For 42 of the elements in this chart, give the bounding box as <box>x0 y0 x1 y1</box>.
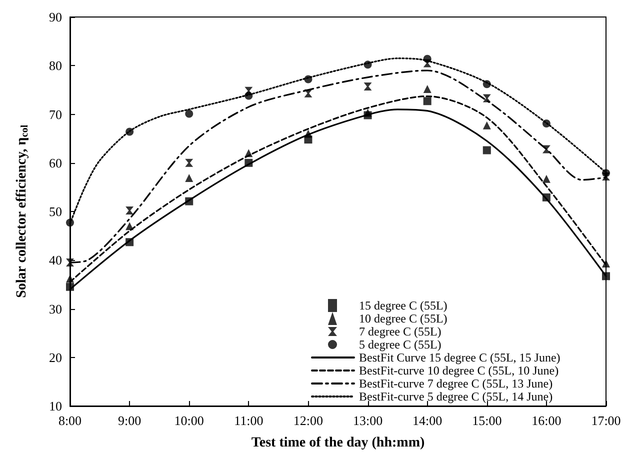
x-tick-label: 16:00 <box>532 413 562 428</box>
y-tick-label: 40 <box>49 252 62 268</box>
point <box>482 94 491 102</box>
x-tick-label: 14:00 <box>412 413 442 428</box>
point <box>364 82 372 91</box>
y-axis-title: Solar collector efficiency, ηcol <box>14 124 30 298</box>
x-axis-title: Test time of the day (hh:mm) <box>251 436 425 450</box>
legend-label: 5 degree C (55L) <box>359 338 442 352</box>
point <box>126 206 134 215</box>
x-tick-label: 11:00 <box>234 413 264 428</box>
y-tick-label: 60 <box>49 155 62 170</box>
legend-label: BestFit-curve 5 degree C (55L, 14 June) <box>359 390 553 404</box>
x-tick-label: 9:00 <box>118 413 142 428</box>
y-tick-label: 10 <box>49 398 62 414</box>
point <box>185 174 194 182</box>
y-tick-label: 20 <box>49 350 62 365</box>
x-tick-label: 17:00 <box>591 413 621 428</box>
point <box>66 258 74 267</box>
x-tick-label: 12:00 <box>293 413 324 428</box>
point <box>185 158 194 167</box>
y-tick-label: 70 <box>49 106 62 122</box>
y-tick-label: 50 <box>49 204 62 219</box>
y-tick-label: 80 <box>49 58 62 74</box>
point <box>542 174 550 183</box>
legend-label: BestFit Curve 15 degree C (55L, 15 June) <box>359 350 560 364</box>
point <box>482 121 491 130</box>
x-tick-label: 10:00 <box>174 413 204 428</box>
x-tick-label: 13:00 <box>352 413 383 428</box>
x-tick-label: 8:00 <box>58 413 82 428</box>
x-tick-label: 15:00 <box>472 413 502 428</box>
point <box>602 260 610 268</box>
point <box>423 84 432 93</box>
legend-label: 15 degree C (55L) <box>359 298 448 312</box>
legend-label: BestFit-curve 10 degree C (55L, 10 June) <box>359 364 559 378</box>
point <box>185 110 194 118</box>
point <box>423 97 432 106</box>
y-tick-label: 90 <box>49 10 62 24</box>
legend-label: 10 degree C (55L) <box>359 312 448 326</box>
legend-label: BestFit-curve 7 degree C (55L, 13 June) <box>359 376 553 390</box>
point <box>482 146 491 154</box>
y-tick-label: 30 <box>49 301 62 316</box>
legend-label: 7 degree C (55L) <box>359 324 442 338</box>
